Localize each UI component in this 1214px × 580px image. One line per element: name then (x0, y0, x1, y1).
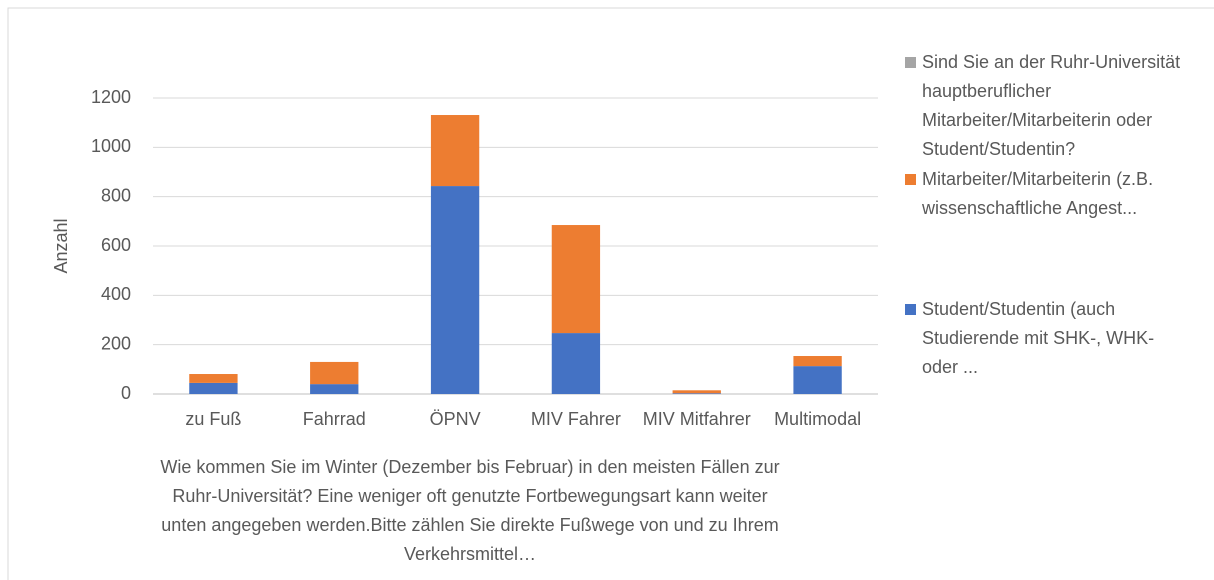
y-tick-label: 200 (101, 333, 131, 353)
bar-segment (430, 186, 480, 394)
legend-label: Student/Studentin (auch Studierende mit … (922, 299, 1155, 377)
bar-segment (189, 382, 238, 394)
legend-entry: Mitarbeiter/Mitarbeiterin (z.B. wissensc… (905, 165, 1195, 223)
legend-entry: Sind Sie an der Ruhr-Universität hauptbe… (905, 48, 1195, 164)
x-tick-label: Fahrrad (302, 409, 366, 429)
bar-segment (189, 374, 238, 383)
y-tick-label: 800 (101, 185, 131, 205)
x-tick-label: MIV Fahrer (530, 409, 621, 429)
bar-segment (793, 356, 842, 367)
bar-segment (551, 225, 601, 334)
x-tick-label: zu Fuß (185, 409, 242, 429)
x-tick-label: MIV Mitfahrer (642, 409, 751, 429)
y-tick-label: 1000 (91, 136, 131, 156)
bar-segment (430, 115, 480, 187)
legend-label: Sind Sie an der Ruhr-Universität hauptbe… (922, 52, 1181, 159)
y-axis-title: Anzahl (51, 218, 71, 273)
x-tick-label: Multimodal (774, 409, 862, 429)
x-axis-title: Wie kommen Sie im Winter (Dezember bis F… (160, 457, 780, 564)
y-tick-label: 400 (101, 284, 131, 304)
bar-segment (672, 390, 721, 394)
bar-segment (551, 333, 601, 394)
y-tick-label: 0 (121, 383, 131, 403)
bar-segment (793, 366, 842, 394)
bar-segment (672, 393, 721, 394)
legend-swatch (905, 57, 916, 68)
legend-swatch (905, 174, 916, 185)
x-tick-label: ÖPNV (429, 409, 481, 429)
legend-label: Mitarbeiter/Mitarbeiterin (z.B. wissensc… (922, 169, 1154, 218)
bar-segment (310, 361, 359, 385)
legend-swatch (905, 304, 916, 315)
chart-border (7, 7, 1214, 580)
bar-segment (310, 384, 359, 394)
y-tick-label: 600 (101, 235, 131, 255)
y-tick-label: 1200 (91, 87, 131, 107)
legend-entry: Student/Studentin (auch Studierende mit … (905, 295, 1195, 382)
